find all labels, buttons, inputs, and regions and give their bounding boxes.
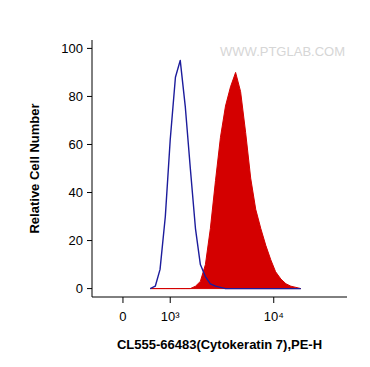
- y-tick-label: 20: [69, 233, 83, 248]
- x-tick: [170, 297, 171, 303]
- x-axis: [92, 297, 347, 298]
- y-axis-label: Relative Cell Number: [27, 103, 42, 233]
- y-tick-label: 40: [69, 185, 83, 200]
- y-tick: [87, 96, 92, 97]
- histogram-line: [150, 60, 301, 288]
- y-axis: [92, 40, 93, 297]
- x-axis-label: CL555-66483(Cytokeratin 7),PE-H: [117, 337, 322, 352]
- y-tick-label: 0: [76, 281, 83, 296]
- y-tick: [87, 48, 92, 49]
- y-tick: [87, 192, 92, 193]
- plot-area: [150, 60, 301, 288]
- y-tick: [87, 288, 92, 289]
- x-tick-label: 10³: [161, 309, 180, 324]
- y-tick: [87, 240, 92, 241]
- x-tick: [122, 297, 123, 303]
- watermark: WWW.PTGLAB.COM: [220, 44, 345, 59]
- y-tick: [87, 144, 92, 145]
- x-tick-label: 10⁴: [264, 309, 284, 324]
- x-tick: [273, 297, 274, 303]
- y-tick-label: 80: [69, 89, 83, 104]
- y-tick-label: 100: [61, 41, 83, 56]
- chart: WWW.PTGLAB.COM 0 20 40 60 80 100 0 10³ 10⁴ CL555-6…: [0, 0, 370, 367]
- y-tick-label: 60: [69, 137, 83, 152]
- x-tick-label: 0: [119, 309, 126, 324]
